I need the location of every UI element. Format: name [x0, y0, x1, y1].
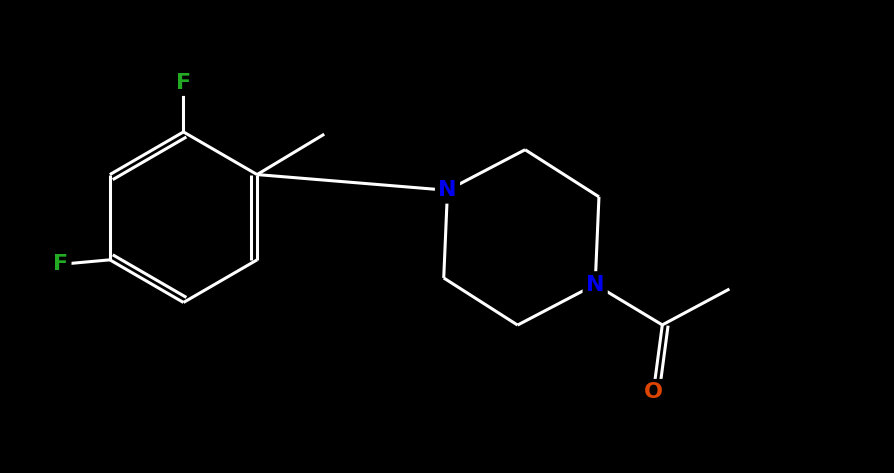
Text: F: F [53, 254, 68, 274]
Text: N: N [438, 180, 456, 200]
Text: O: O [643, 382, 662, 402]
Text: N: N [586, 274, 603, 295]
Text: F: F [176, 72, 190, 93]
